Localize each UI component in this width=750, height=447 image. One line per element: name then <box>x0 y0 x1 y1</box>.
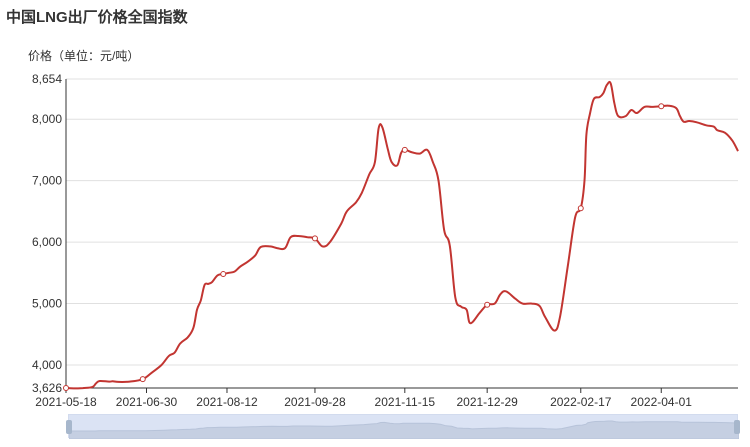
zoom-left-handle[interactable] <box>66 420 72 434</box>
chart-title: 中国LNG出厂价格全国指数 <box>6 9 188 26</box>
grid-lines <box>66 78 738 366</box>
y-tick-label: 8,000 <box>32 112 62 126</box>
x-tick-label: 2021-06-30 <box>116 395 178 409</box>
series-line[interactable] <box>65 80 739 390</box>
x-tick-label: 2021-12-29 <box>456 395 518 409</box>
datazoom-preview <box>69 420 739 439</box>
series-layer[interactable] <box>65 80 739 390</box>
point-markers[interactable] <box>63 103 665 391</box>
y-tick-label: 3,626 <box>32 381 62 395</box>
data-point-marker[interactable] <box>658 103 665 110</box>
zoom-right-handle[interactable] <box>734 420 740 434</box>
y-tick-label: 5,000 <box>32 297 62 311</box>
x-tick-label: 2021-09-28 <box>284 395 346 409</box>
y-axis: 3,626 4,000 5,000 6,000 7,000 8,000 8,654 <box>32 72 67 395</box>
y-tick-label: 6,000 <box>32 235 62 249</box>
data-point-marker[interactable] <box>139 376 146 383</box>
x-tick-label: 2022-04-01 <box>631 395 693 409</box>
datazoom-slider[interactable] <box>66 414 740 439</box>
x-tick-label: 2022-02-17 <box>550 395 612 409</box>
y-tick-label: 8,654 <box>32 72 62 86</box>
data-point-marker[interactable] <box>401 146 408 153</box>
data-point-marker[interactable] <box>577 205 584 212</box>
y-tick-label: 7,000 <box>32 174 62 188</box>
y-tick-label: 4,000 <box>32 358 62 372</box>
x-tick-label: 2021-11-15 <box>375 395 436 409</box>
x-axis: 2021-05-18 2021-06-30 2021-08-12 2021-09-28… <box>35 387 738 409</box>
x-tick-label: 2021-08-12 <box>196 395 258 409</box>
data-point-marker[interactable] <box>63 385 69 391</box>
x-tick-label: 2021-05-18 <box>35 395 97 409</box>
y-axis-unit-label: 价格（单位：元/吨） <box>28 49 140 63</box>
data-point-marker[interactable] <box>220 271 227 278</box>
data-point-marker[interactable] <box>484 301 491 308</box>
data-point-marker[interactable] <box>311 235 318 242</box>
